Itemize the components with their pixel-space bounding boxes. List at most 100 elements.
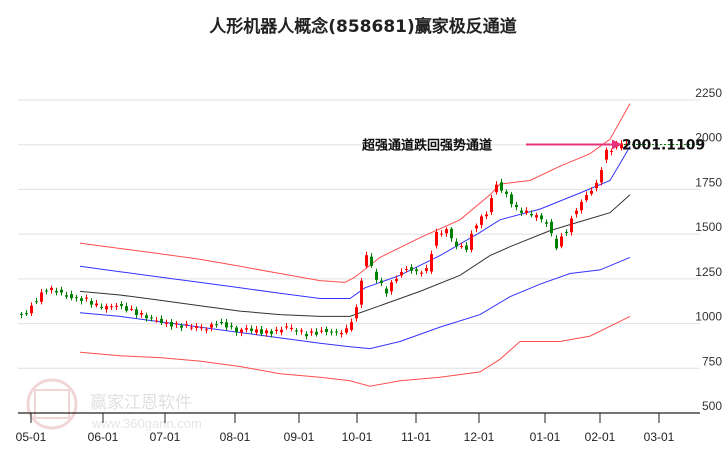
candle [620,143,623,149]
candle [520,210,523,213]
candle [85,297,88,299]
y-tick-label: 500 [702,399,722,413]
candle [540,215,543,220]
candle [405,269,408,271]
y-tick-label: 2000 [695,131,722,145]
y-tick-label: 1250 [695,265,722,279]
candle [35,301,38,303]
channel-line [79,103,631,283]
candle [130,308,133,310]
x-tick-label: 06-01 [88,430,119,444]
candle [300,330,303,332]
candle [80,298,83,301]
candle [100,306,103,308]
chart-title: 人形机器人概念(858681)赢家极反通道 [209,17,517,37]
candle [40,292,43,302]
candle [385,288,388,294]
y-tick-label: 1750 [695,175,722,189]
x-tick-label: 09-01 [284,430,315,444]
candle [115,305,118,307]
candle [460,245,463,247]
candle [225,322,228,328]
candle [185,324,188,326]
candle [260,329,263,334]
y-tick-label: 1500 [695,220,722,234]
gridlines [18,99,700,369]
candle [370,256,373,266]
candle [230,325,233,327]
candle [295,330,298,332]
candle [45,290,48,292]
channel-line [79,315,631,387]
candle [410,267,413,271]
candle [425,268,428,271]
y-tick-label: 1000 [695,310,722,324]
candle [500,182,503,191]
candle [450,228,453,239]
candle [125,306,128,311]
candle [95,303,98,306]
candle [215,324,218,326]
candle [150,317,153,319]
candle [60,289,63,293]
y-tick-label: 2250 [695,86,722,100]
candle [145,315,148,319]
candle [530,213,533,216]
candle [205,329,208,331]
candle [240,329,243,333]
watermark-text: 赢家江恩软件 [90,393,192,413]
x-tick-label: 12-01 [464,430,495,444]
candle [180,325,183,328]
candle [525,210,528,213]
candle [160,318,163,324]
candle [75,297,78,299]
x-tick-label: 01-01 [530,430,561,444]
candle [545,222,548,224]
x-tick-label: 10-01 [342,430,373,444]
candle [290,327,293,329]
candle [275,329,278,332]
candle [565,231,568,233]
candle [610,150,613,152]
watermark-url: www.360gann.com [91,416,202,431]
candle [430,254,433,272]
candle [65,295,68,297]
arrow-head-icon [612,139,622,150]
candle [495,184,498,193]
candle [30,305,33,314]
candle [345,328,348,333]
candle [155,320,158,322]
candle [550,221,553,234]
x-tick-label: 11-01 [401,430,431,444]
candle [285,326,288,328]
candle [580,201,583,211]
annotation-label: 超强通道跌回强势通道 [362,138,492,154]
x-tick-label: 03-01 [644,430,675,444]
candle [605,149,608,160]
candle [535,215,538,218]
candle [320,330,323,332]
candle [560,236,563,247]
candle [105,306,108,310]
candle [315,331,318,335]
candle [165,322,168,324]
candle [200,327,203,329]
candle [415,269,418,272]
candle [505,191,508,194]
candle [595,182,598,189]
candle [465,245,468,250]
candle [270,331,273,334]
channel-line [79,146,631,299]
candle [235,327,238,333]
candle [480,216,483,225]
candle [175,323,178,325]
candle [245,328,248,330]
candle [305,334,308,337]
candle [55,290,58,293]
candle [90,301,93,305]
candle [70,294,73,299]
candle [485,214,488,217]
candle [250,328,253,331]
watermark: 赢家江恩软件 www.360gann.com [26,378,202,431]
candle [280,329,283,333]
